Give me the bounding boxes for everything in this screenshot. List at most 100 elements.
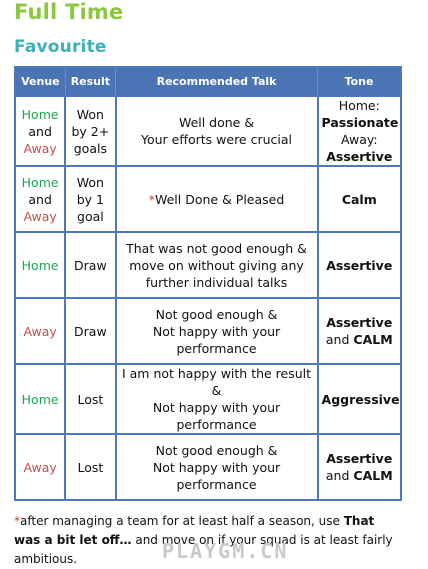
talk-cell: *Well Done & Pleased	[114, 165, 319, 233]
talk-line: Well done &	[120, 114, 314, 131]
talk-text: Not happy with your	[152, 459, 281, 475]
talk-line: Not happy with your	[120, 399, 314, 416]
column-header-tone: Tone	[317, 67, 401, 96]
talk-cell: Not good enough & Not happy with your perf…	[114, 433, 319, 501]
tone-text: and	[325, 332, 354, 347]
tone-line: Home:	[322, 97, 397, 114]
tone-line: Assertive	[322, 257, 397, 274]
result-text: by 1	[76, 191, 104, 207]
venue-cell: Home and Away	[13, 165, 67, 233]
result-cell: Draw	[64, 297, 117, 365]
tone-cell: Aggressive	[316, 363, 403, 435]
tone-text: Assertive	[326, 257, 393, 273]
tone-line: and CALM	[322, 331, 397, 348]
talk-text: performance	[176, 476, 257, 492]
result-cell: Won by 1 goal	[64, 165, 117, 233]
tone-cell: Assertive and CALM	[316, 433, 403, 501]
footnote: *after managing a team for at least half…	[14, 512, 404, 569]
table-row: Away Lost Not good enough & Not happy with …	[13, 433, 403, 501]
tone-line: Calm	[322, 191, 397, 208]
tone-cell: Home: Passionate Away: Assertive	[316, 95, 403, 167]
header-row: Venue Result Recommended Talk Tone	[15, 67, 401, 96]
talk-line: Not happy with your	[120, 459, 314, 476]
talk-line: performance	[120, 340, 314, 357]
talk-text: further individual talks	[145, 274, 288, 290]
column-header-venue: Venue	[15, 67, 66, 96]
tone-text: Home:	[338, 98, 380, 113]
team-talk-table: Venue Result Recommended Talk Tone Home a…	[13, 66, 403, 501]
table-row: Home and Away Won by 2+ goals Well done & Your …	[13, 95, 403, 167]
tone-cell: Assertive and CALM	[316, 297, 403, 365]
result-text: goal	[77, 208, 104, 224]
talk-line: further individual talks	[120, 274, 314, 291]
footnote-text-1: after managing a team for at least half …	[20, 514, 344, 528]
tone-cell: Calm	[316, 165, 403, 233]
talk-line: move on without giving any	[120, 257, 314, 274]
tone-text: CALM	[353, 332, 393, 347]
tone-text: CALM	[353, 468, 393, 483]
venue-cell: Home	[13, 231, 67, 299]
venue-text: Home	[21, 174, 59, 190]
venue-text: Home	[21, 391, 59, 407]
tone-text: Calm	[341, 191, 377, 207]
page-title: Full Time	[14, 0, 124, 24]
talk-text: performance	[176, 417, 257, 432]
talk-text: Not good enough &	[155, 306, 278, 322]
result-cell: Lost	[64, 363, 117, 435]
talk-line: Not good enough &	[120, 442, 314, 459]
talk-line: I am not happy with the result &	[120, 365, 314, 399]
watermark: PLAYGM.CN	[162, 539, 289, 563]
tone-line: Assertive	[322, 314, 397, 331]
venue-cell: Away	[13, 433, 67, 501]
tone-text: Assertive	[326, 149, 393, 164]
talk-text: Not good enough &	[155, 442, 278, 458]
result-cell: Draw	[64, 231, 117, 299]
talk-line: *Well Done & Pleased	[120, 191, 314, 208]
talk-line: Not good enough &	[120, 306, 314, 323]
footnote-bold-phrase: That was a bit let off…	[14, 514, 375, 547]
table-row: Home and Away Won by 1 goal *Well Done & Pleas…	[13, 165, 403, 233]
talk-text: performance	[176, 340, 257, 356]
result-text: Lost	[77, 459, 104, 475]
venue-text: Away	[23, 140, 57, 156]
column-header-talk: Recommended Talk	[114, 67, 318, 96]
talk-line: Your efforts were crucial	[120, 131, 314, 148]
tone-text: Away:	[340, 132, 378, 147]
tone-text: Passionate	[321, 115, 399, 130]
tone-cell: Assertive	[316, 231, 403, 299]
venue-text: and	[28, 123, 52, 139]
tone-line: Assertive	[322, 148, 397, 165]
talk-cell: Not good enough & Not happy with your perf…	[114, 297, 319, 365]
talk-text: Not happy with your	[152, 400, 281, 415]
column-header-result: Result	[64, 67, 116, 96]
talk-line: Not happy with your	[120, 323, 314, 340]
asterisk-marker: *	[148, 191, 155, 207]
table-row: Away Draw Not good enough & Not happy with …	[13, 297, 403, 365]
venue-text: Away	[23, 323, 57, 339]
tone-line: Assertive	[322, 450, 397, 467]
venue-cell: Home and Away	[13, 95, 67, 167]
result-cell: Lost	[64, 433, 117, 501]
tone-line: Passionate	[321, 114, 399, 131]
result-text: Draw	[74, 257, 107, 273]
result-cell: Won by 2+ goals	[64, 95, 117, 167]
tone-line: Away:	[322, 131, 397, 148]
result-text: Won	[76, 106, 104, 122]
tone-text: and	[325, 468, 354, 483]
talk-line: performance	[120, 416, 314, 433]
venue-cell: Away	[13, 297, 67, 365]
talk-cell: I am not happy with the result & Not happ…	[114, 363, 319, 435]
talk-text: Well Done & Pleased	[154, 191, 285, 207]
talk-cell: Well done & Your efforts were crucial	[114, 95, 319, 167]
talk-line: performance	[120, 476, 314, 493]
venue-cell: Home	[13, 363, 67, 435]
venue-text: Home	[21, 106, 59, 122]
tone-text: Assertive	[326, 451, 393, 466]
result-text: goals	[73, 140, 107, 156]
talk-text: move on without giving any	[129, 257, 304, 273]
venue-text: Away	[23, 208, 57, 224]
tone-text: Aggressive	[321, 391, 400, 407]
result-text: Won	[76, 174, 104, 190]
table-row: Home Draw That was not good enough & move o…	[13, 231, 403, 299]
talk-line: That was not good enough &	[120, 240, 314, 257]
